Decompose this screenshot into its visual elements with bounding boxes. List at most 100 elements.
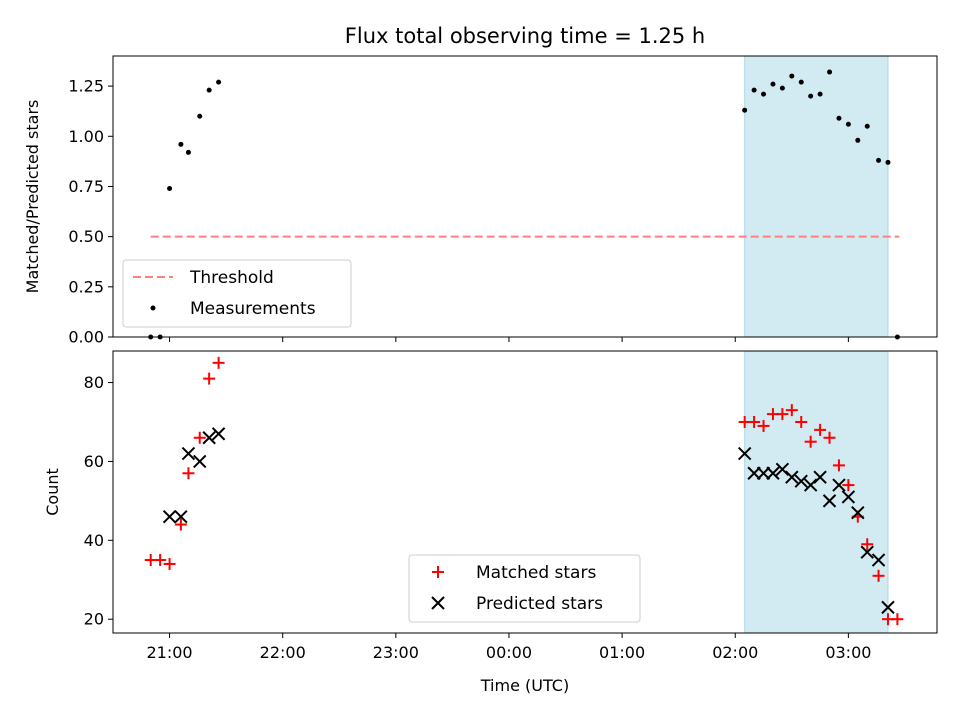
- count-ytick-label: 20: [84, 610, 104, 629]
- measurements-point: [779, 85, 785, 91]
- matched-stars-point: [804, 435, 817, 448]
- predicted-stars-point: [851, 505, 865, 520]
- measurements-point: [864, 123, 870, 129]
- matched-stars-point: [832, 459, 845, 472]
- ratio-legend: Threshold Measurements: [122, 259, 352, 328]
- predicted-stars-point: [211, 427, 226, 441]
- chart-title: Flux total observing time = 1.25 h: [345, 24, 705, 48]
- ratio-ylabel: Matched/Predicted stars: [23, 100, 42, 294]
- measurements-point: [167, 185, 173, 191]
- matched-stars-point: [891, 613, 904, 626]
- predicted-stars-point: [860, 545, 874, 559]
- matched-stars-point: [154, 554, 167, 567]
- count-ylabel: Count: [43, 468, 62, 516]
- matched-stars-point: [785, 404, 798, 417]
- xtick-label: 02:00: [712, 643, 758, 662]
- predicted-stars-point: [737, 446, 752, 461]
- measurements-point: [178, 141, 184, 147]
- measurements-point: [855, 137, 861, 143]
- matched-stars-point: [795, 415, 808, 428]
- legend-threshold-label: Threshold: [189, 268, 274, 288]
- measurements-point: [885, 159, 891, 165]
- ratio-ytick-label: 0.25: [68, 277, 104, 296]
- matched-stars-point: [776, 408, 789, 421]
- predicted-stars-point: [813, 470, 827, 484]
- predicted-stars-point: [881, 600, 895, 615]
- legend-predicted-label: Predicted stars: [476, 594, 603, 614]
- predicted-stars-point: [775, 462, 790, 477]
- count-ytick-label: 40: [84, 531, 104, 550]
- measurements-point: [845, 121, 851, 127]
- predicted-stars-point: [871, 553, 886, 567]
- measurements-point: [817, 91, 823, 97]
- predicted-stars-point: [822, 494, 837, 508]
- matched-stars-point: [748, 415, 761, 428]
- matched-stars-point: [182, 467, 195, 480]
- predicted-stars-point: [202, 431, 216, 445]
- matched-stars-point: [174, 518, 187, 531]
- measurements-point: [789, 73, 795, 79]
- matched-stars-point: [842, 479, 855, 492]
- ratio-panel-frame: [112, 55, 938, 338]
- ratio-legend-box: [122, 259, 352, 328]
- legend-measurements-label: Measurements: [190, 299, 316, 319]
- legend-predicted-swatch: [431, 596, 445, 610]
- measurements-point: [827, 69, 833, 75]
- measurements-point: [216, 79, 222, 85]
- measurements-point: [751, 87, 757, 93]
- measurements-point: [836, 115, 842, 121]
- legend-matched-label: Matched stars: [476, 563, 596, 583]
- matched-stars-point: [823, 431, 836, 444]
- ratio-ytick-label: 1.00: [68, 127, 104, 146]
- matched-stars-point: [212, 356, 225, 369]
- predicted-stars-point: [785, 470, 799, 484]
- measurements-point: [876, 157, 882, 163]
- count-ytick-label: 80: [84, 373, 104, 392]
- predicted-stars-point: [794, 474, 808, 488]
- count-panel: 20 40 60 80 21:00 22:00 23:00 00:00 01:00 02:00 0…: [43, 350, 938, 662]
- x-axis-label: Time (UTC): [480, 676, 569, 695]
- matched-stars-point: [163, 557, 176, 570]
- matched-stars-point: [193, 431, 206, 444]
- predicted-stars-point: [756, 466, 771, 480]
- matched-stars-point: [861, 538, 874, 551]
- ratio-ytick-label: 0.50: [68, 227, 104, 246]
- ratio-ytick-label: 1.25: [68, 77, 104, 96]
- count-legend-box: [408, 554, 641, 623]
- matched-stars-point: [203, 372, 216, 385]
- count-shaded-region: [744, 350, 889, 634]
- xtick-label: 00:00: [486, 643, 532, 662]
- measurements-point: [798, 79, 804, 85]
- predicted-stars-point: [832, 478, 846, 492]
- count-ytick-label: 60: [84, 452, 104, 471]
- predicted-stars-point: [181, 446, 196, 461]
- measurements-point: [808, 93, 814, 99]
- predicted-stars-point: [841, 490, 856, 504]
- predicted-stars-point: [162, 509, 177, 524]
- predicted-stars-point: [193, 454, 207, 469]
- matched-stars-point: [872, 569, 885, 582]
- count-panel-frame: [112, 350, 938, 634]
- xtick-label: 22:00: [260, 643, 306, 662]
- xtick-label: 21:00: [147, 643, 193, 662]
- measurements-point: [761, 91, 767, 97]
- ratio-ytick-label: 0.00: [68, 328, 104, 347]
- predicted-stars-point: [803, 478, 818, 492]
- ratio-panel: 0.00 0.25 0.50 0.75 1.00 1.25 Matched/Predict…: [23, 55, 938, 347]
- ratio-ytick-label: 0.75: [68, 177, 104, 196]
- predicted-stars-point: [174, 509, 188, 524]
- measurements-point: [197, 113, 203, 119]
- matched-stars-point: [814, 423, 827, 436]
- ratio-shaded-region: [744, 55, 889, 338]
- measurements-point: [742, 107, 748, 113]
- count-legend: Matched stars Predicted stars: [408, 554, 641, 623]
- legend-matched-swatch: [432, 566, 444, 578]
- matched-stars-point: [757, 419, 770, 432]
- xtick-label: 01:00: [599, 643, 645, 662]
- xtick-label: 23:00: [373, 643, 419, 662]
- measurements-point: [770, 81, 776, 87]
- measurements-point: [185, 149, 191, 155]
- measurements-point: [206, 87, 212, 93]
- legend-measurements-swatch: [150, 305, 156, 311]
